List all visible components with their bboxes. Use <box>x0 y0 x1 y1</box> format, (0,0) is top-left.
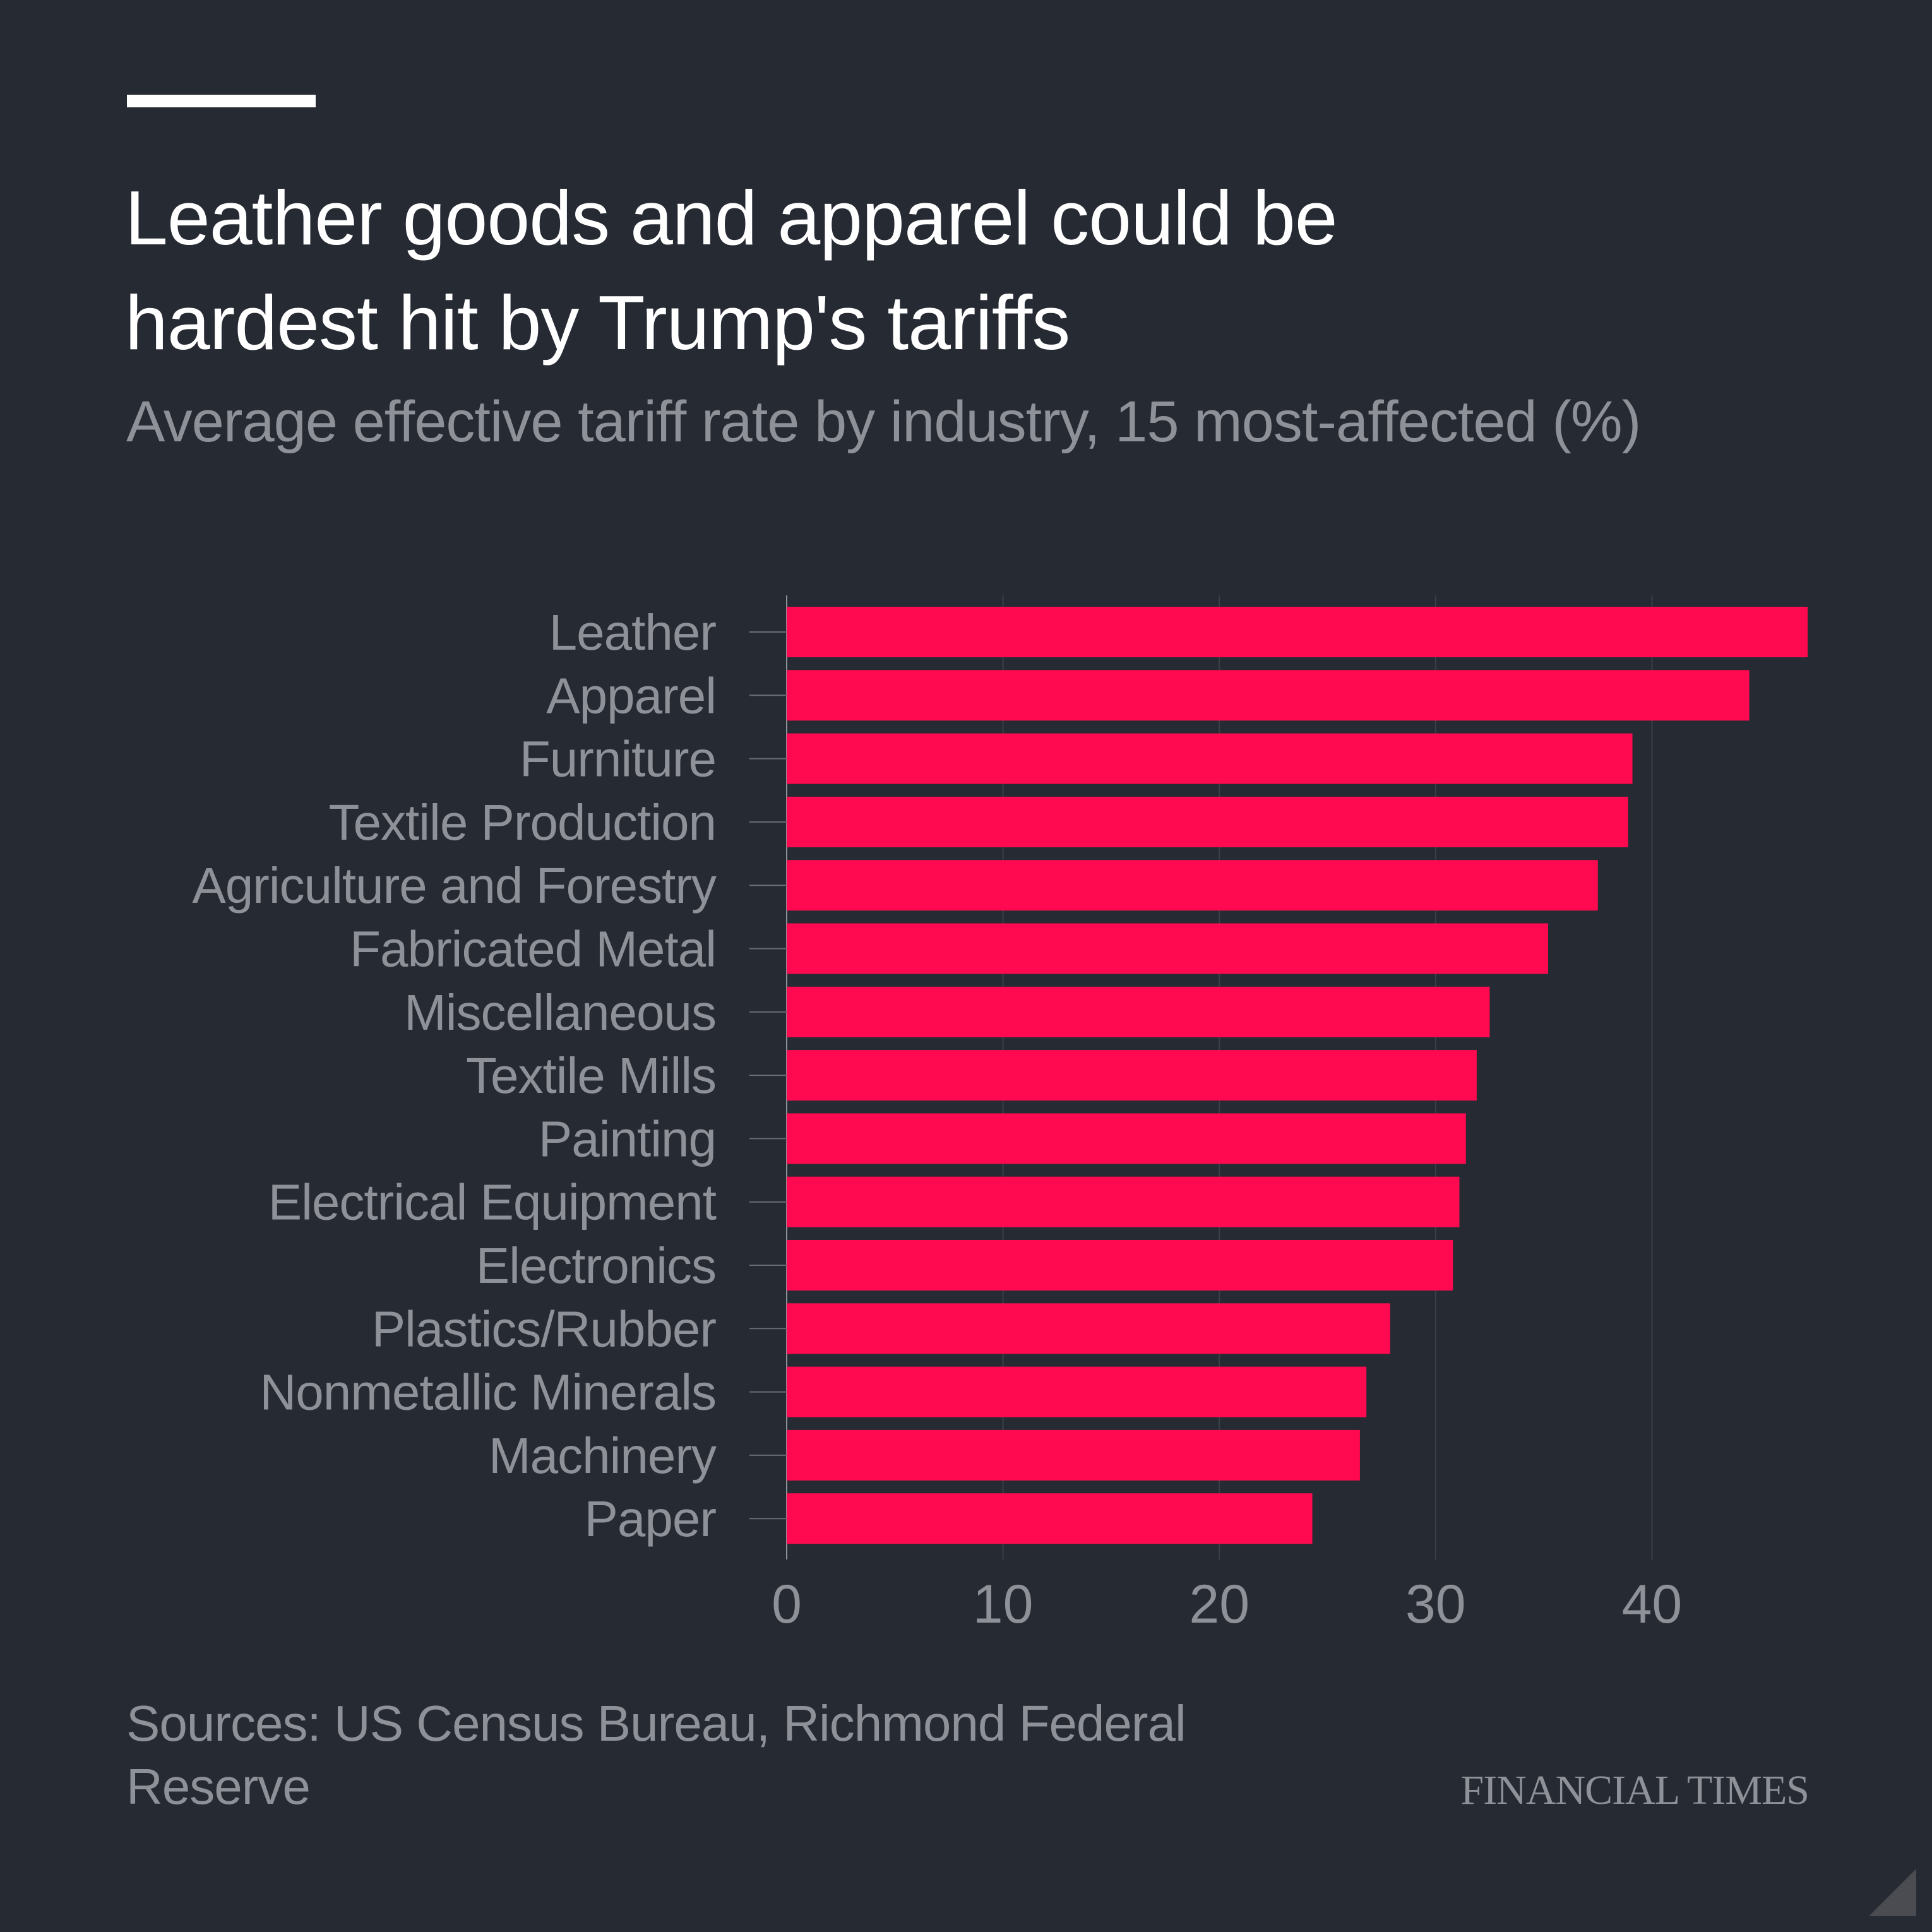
bar-fabricated-metal <box>787 923 1548 974</box>
category-labels: Leather Apparel Furniture Textile Productio… <box>192 604 787 1547</box>
bar-leather <box>787 607 1808 657</box>
ft-logo: FINANCIAL TIMES <box>1460 1767 1810 1813</box>
bar-painting <box>787 1113 1466 1164</box>
chart-title-line-2: hardest hit by Trump's tariffs <box>125 280 1070 366</box>
source-line-2: Reserve <box>126 1758 311 1815</box>
category-label: Textile Mills <box>466 1047 716 1104</box>
bar-nonmetallic-minerals <box>787 1366 1367 1417</box>
bar-textile-production <box>787 796 1628 847</box>
x-tick-label: 40 <box>1622 1574 1683 1635</box>
category-label: Leather <box>549 604 717 660</box>
chart-title: Leather goods and apparel could be harde… <box>125 165 1830 375</box>
bar-plastics-rubber <box>787 1303 1390 1354</box>
category-label: Miscellaneous <box>404 984 716 1041</box>
category-label: Nonmetallic Minerals <box>260 1364 716 1421</box>
bar-machinery <box>787 1429 1360 1481</box>
category-label: Painting <box>539 1111 716 1167</box>
bars <box>787 607 1808 1544</box>
corner-fold-icon <box>1869 1869 1916 1916</box>
x-tick-label: 10 <box>973 1574 1034 1635</box>
category-label: Machinery <box>489 1428 717 1484</box>
bar-miscellaneous <box>787 986 1490 1037</box>
category-label: Furniture <box>520 731 716 787</box>
chart-subtitle: Average effective tariff rate by industr… <box>126 390 1641 454</box>
category-label: Agriculture and Forestry <box>192 857 717 914</box>
category-label: Fabricated Metal <box>350 921 716 977</box>
source-line-1: Sources: US Census Bureau, Richmond Fede… <box>126 1695 1186 1751</box>
category-label: Apparel <box>546 667 716 724</box>
bar-paper <box>787 1493 1313 1544</box>
bar-furniture <box>787 733 1633 784</box>
source-note: Sources: US Census Bureau, Richmond Fede… <box>126 1692 1326 1818</box>
x-tick-label: 0 <box>772 1574 802 1635</box>
category-label: Plastics/Rubber <box>372 1301 717 1357</box>
x-axis-tick-labels: 0 10 20 30 40 <box>772 1574 1682 1635</box>
bar-agriculture-and-forestry <box>787 860 1598 911</box>
bar-apparel <box>787 670 1750 721</box>
x-tick-label: 20 <box>1189 1574 1249 1635</box>
chart-title-line-1: Leather goods and apparel could be <box>125 175 1338 261</box>
top-accent-rule <box>127 95 316 107</box>
category-label: Textile Production <box>329 794 716 850</box>
category-label: Paper <box>585 1491 717 1547</box>
bar-textile-mills <box>787 1050 1477 1101</box>
category-label: Electronics <box>476 1237 716 1294</box>
category-label: Electrical Equipment <box>268 1174 717 1231</box>
bar-electrical-equipment <box>787 1176 1460 1227</box>
x-tick-label: 30 <box>1405 1574 1466 1635</box>
bar-electronics <box>787 1240 1453 1291</box>
